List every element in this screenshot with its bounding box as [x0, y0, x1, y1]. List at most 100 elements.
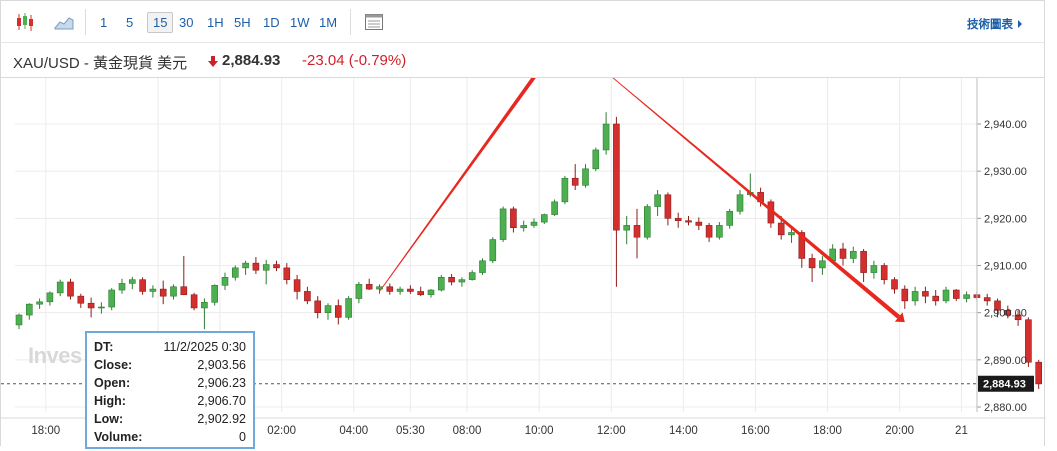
candle[interactable] [293, 279, 301, 292]
candle[interactable] [1035, 361, 1042, 385]
candle[interactable] [314, 300, 322, 313]
candle[interactable] [654, 194, 661, 207]
candle[interactable] [242, 262, 249, 269]
candle[interactable] [252, 262, 260, 271]
candle[interactable] [571, 177, 579, 186]
candle[interactable] [489, 239, 497, 262]
candle[interactable] [551, 201, 558, 215]
candle[interactable] [273, 264, 280, 269]
candle[interactable] [819, 260, 826, 269]
candle[interactable] [942, 289, 950, 302]
timeframe-15m[interactable]: 15 [147, 12, 174, 33]
candle[interactable] [427, 289, 435, 296]
candle[interactable] [355, 284, 363, 299]
candle[interactable] [77, 295, 85, 304]
candle[interactable] [304, 291, 311, 302]
candle[interactable] [448, 276, 455, 283]
candle[interactable] [705, 225, 713, 238]
candle[interactable] [437, 276, 445, 291]
candle[interactable] [685, 220, 692, 223]
timeframe-30m[interactable]: 30 [179, 15, 194, 30]
candle[interactable] [458, 279, 466, 283]
candle[interactable] [674, 218, 682, 221]
candle[interactable] [324, 305, 332, 313]
candle[interactable] [417, 291, 425, 296]
candle[interactable] [1025, 319, 1032, 363]
candle[interactable] [334, 305, 342, 318]
candle[interactable] [777, 222, 785, 236]
candle[interactable] [592, 149, 600, 170]
candle[interactable] [36, 301, 43, 305]
candle[interactable] [788, 232, 795, 236]
candle[interactable] [613, 123, 620, 231]
timeframe-1mo[interactable]: 1M [319, 15, 338, 30]
candle[interactable] [190, 294, 198, 309]
candle[interactable] [695, 221, 703, 226]
candle[interactable] [716, 225, 723, 238]
chart-area[interactable]: 2,940.00 2,930.00 2,920.00 2,910.00 2,900.00… [0, 34, 1046, 446]
candle[interactable] [170, 286, 177, 297]
candle[interactable] [283, 267, 291, 280]
candle[interactable] [108, 289, 115, 308]
candle[interactable] [67, 281, 74, 297]
candle[interactable] [159, 288, 167, 297]
candle[interactable] [365, 284, 373, 290]
candle[interactable] [232, 267, 239, 278]
candle[interactable] [623, 225, 631, 231]
candle[interactable] [643, 206, 651, 238]
candle[interactable] [386, 286, 394, 292]
candle[interactable] [870, 265, 878, 273]
timeframe-1h[interactable]: 1H [207, 15, 224, 30]
candle[interactable] [932, 295, 940, 302]
candle[interactable] [211, 285, 218, 303]
timeframe-1d[interactable]: 1D [263, 15, 280, 30]
candle[interactable] [880, 265, 888, 280]
candle[interactable] [540, 214, 548, 223]
candle[interactable] [726, 210, 734, 226]
candle[interactable] [798, 232, 806, 259]
candle[interactable] [139, 279, 146, 292]
candle[interactable] [582, 168, 589, 186]
candle[interactable] [499, 208, 507, 240]
candle[interactable] [983, 297, 991, 302]
candle[interactable] [345, 298, 352, 318]
candle[interactable] [479, 260, 486, 273]
timeframe-1w[interactable]: 1W [290, 15, 310, 30]
candle[interactable] [952, 289, 960, 299]
candle[interactable] [262, 264, 270, 271]
candle[interactable] [25, 303, 33, 316]
technical-chart-link[interactable]: 技術圖表 [967, 16, 1022, 32]
candle[interactable] [15, 314, 23, 326]
candle[interactable] [633, 225, 641, 238]
candle[interactable] [118, 283, 126, 291]
candle[interactable] [602, 123, 610, 151]
candlestick-icon[interactable] [14, 11, 36, 33]
candle[interactable] [98, 306, 105, 309]
candle[interactable] [922, 291, 929, 297]
candle[interactable] [180, 286, 188, 296]
candle[interactable] [201, 301, 208, 309]
candle[interactable] [561, 177, 569, 203]
candle[interactable] [808, 258, 816, 269]
timeframe-5m[interactable]: 5 [126, 15, 134, 30]
candle[interactable] [87, 302, 95, 309]
candle[interactable] [407, 288, 414, 292]
candle[interactable] [468, 272, 476, 280]
candle[interactable] [901, 288, 909, 302]
candle[interactable] [1004, 310, 1012, 316]
candle[interactable] [994, 300, 1001, 311]
candle[interactable] [736, 194, 744, 212]
candle[interactable] [510, 208, 517, 229]
candle[interactable] [46, 292, 54, 303]
candle[interactable] [860, 251, 867, 273]
table-icon[interactable] [363, 11, 385, 33]
candle[interactable] [911, 291, 919, 302]
candle[interactable] [1014, 314, 1022, 321]
candle[interactable] [530, 221, 538, 226]
candle[interactable] [891, 279, 898, 290]
candle[interactable] [839, 248, 847, 259]
timeframe-5h[interactable]: 5H [234, 15, 251, 30]
area-chart-icon[interactable] [53, 11, 75, 33]
candle[interactable] [129, 279, 136, 284]
candle[interactable] [396, 288, 404, 292]
